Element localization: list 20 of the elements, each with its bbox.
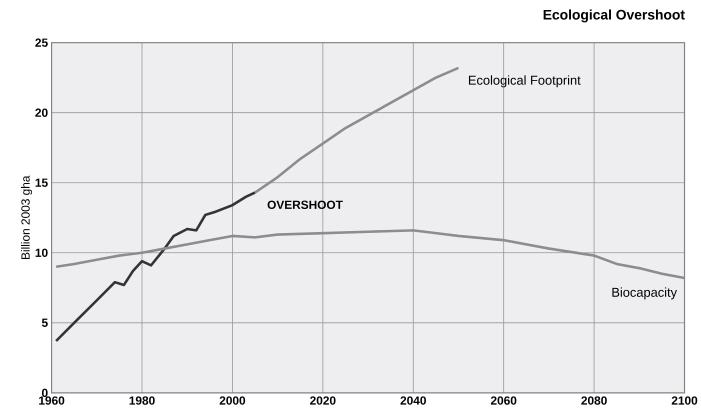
- x-tick-label: 2040: [400, 396, 426, 405]
- y-tick-label: 15: [36, 178, 48, 188]
- y-tick-label: 25: [35, 38, 48, 48]
- x-tick-label: 1980: [130, 396, 155, 405]
- x-tick-label: 2100: [672, 396, 698, 405]
- x-tick-label: 2000: [220, 396, 246, 405]
- y-tick-label: 10: [36, 248, 48, 258]
- chart-title: Ecological Overshoot: [544, 10, 685, 23]
- x-tick-label: 2080: [581, 396, 607, 405]
- x-tick-label: 1960: [39, 396, 64, 405]
- series-label: Biocapacity: [612, 288, 678, 300]
- y-tick-label: 20: [35, 108, 48, 118]
- annotation: OVERSHOOT: [268, 200, 343, 210]
- x-tick-label: 2020: [310, 396, 336, 405]
- y-tick-label: 0: [42, 388, 48, 398]
- y-axis-title: Billion 2003 gha: [21, 176, 32, 260]
- x-tick-label: 2060: [490, 396, 516, 405]
- series-label: Ecological Footprint: [468, 75, 581, 88]
- line-series: [54, 191, 256, 342]
- y-tick-label: 5: [42, 318, 48, 328]
